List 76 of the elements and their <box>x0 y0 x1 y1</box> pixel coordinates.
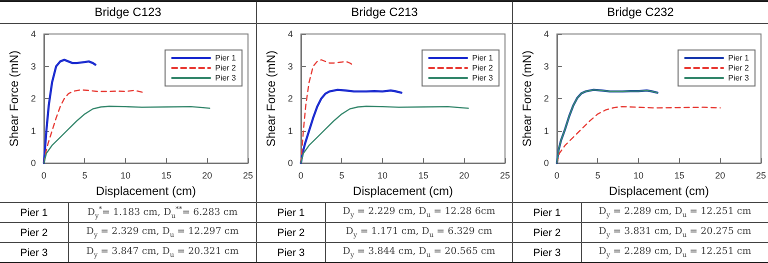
text: D$_{y}$ = 2.229 cm, D$_{u}$ = 12.28 6cm <box>326 202 512 222</box>
chart-title: Bridge C123 <box>0 2 256 24</box>
y-tick-label: 1 <box>30 126 36 136</box>
chart-title: Bridge C213 <box>257 2 512 24</box>
y-tick-label: 0 <box>30 158 36 168</box>
line-series <box>43 106 210 164</box>
text: D$_{y}$ = 3.847 cm, D$_{u}$ = 20.321 cm <box>68 242 256 262</box>
x-tick-label: 25 <box>500 170 510 181</box>
text: D$_{y}$ = 2.289 cm, D$_{u}$ = 12.251 cm <box>582 202 768 222</box>
x-axis-title: Displacement (cm) <box>96 184 196 198</box>
y-tick-label: 4 <box>30 29 36 39</box>
legend-label: Pier 2 <box>728 64 750 72</box>
legend-label: Pier 1 <box>472 54 494 62</box>
text: D$_{y}$$^{*}$= 1.183 cm, D$_{u}$$^{**}$= 6.283 cm <box>68 202 256 222</box>
y-tick-label: 2 <box>544 94 549 104</box>
text: Pier 3 <box>0 242 68 262</box>
legend-label: Pier 1 <box>728 54 750 62</box>
line-series <box>42 58 96 164</box>
text: D$_{y}$ = 1.171 cm, D$_{u}$ = 6.329 cm <box>326 222 512 242</box>
x-tick-label: 10 <box>120 170 131 181</box>
text: D$_{y}$ = 2.289 cm, D$_{u}$ = 12.251 cm <box>582 242 768 262</box>
legend-label: Pier 3 <box>728 74 750 82</box>
text: Pier 1 <box>513 202 582 222</box>
line-series <box>300 106 469 164</box>
x-tick-label: 5 <box>82 170 88 181</box>
y-tick-label: 3 <box>30 61 36 72</box>
x-tick-label: 20 <box>202 170 212 181</box>
x-tick-label: 5 <box>595 170 600 181</box>
text: Pier 1 <box>0 202 68 222</box>
line-series <box>300 88 402 164</box>
y-tick-label: 0 <box>544 158 549 168</box>
y-tick-label: 1 <box>288 126 293 136</box>
line-series <box>300 59 353 164</box>
legend-label: Pier 3 <box>472 74 494 82</box>
y-tick-label: 1 <box>544 126 549 136</box>
y-axis-title: Shear Force (mN) <box>520 50 534 147</box>
x-tick-label: 0 <box>554 170 560 181</box>
text: Pier 2 <box>513 222 582 242</box>
y-tick-label: 2 <box>30 94 36 104</box>
y-tick-label: 3 <box>544 61 549 72</box>
x-tick-label: 20 <box>459 170 470 181</box>
text: D$_{y}$ = 2.329 cm, D$_{u}$ = 12.297 cm <box>68 222 256 242</box>
x-tick-label: 15 <box>161 170 172 181</box>
chart-title: Bridge C232 <box>513 2 768 24</box>
x-axis-title: Displacement (cm) <box>352 184 453 198</box>
x-tick-label: 0 <box>41 170 46 181</box>
x-tick-label: 25 <box>242 170 253 181</box>
x-tick-label: 20 <box>715 170 726 181</box>
text: Pier 3 <box>513 242 582 262</box>
line-series <box>43 89 145 164</box>
y-tick-label: 3 <box>288 61 293 72</box>
text: Pier 2 <box>0 222 68 242</box>
legend-label: Pier 1 <box>215 54 237 62</box>
line-series <box>556 106 721 164</box>
text: Pier 3 <box>257 242 326 262</box>
x-axis-title: Displacement (cm) <box>608 184 709 198</box>
x-tick-label: 0 <box>298 170 304 181</box>
x-tick-label: 25 <box>756 170 766 181</box>
y-tick-label: 4 <box>288 29 293 39</box>
x-tick-label: 15 <box>674 170 684 181</box>
y-tick-label: 4 <box>544 29 549 39</box>
text: D$_{y}$ = 3.844 cm, D$_{u}$ = 20.565 cm <box>326 242 512 262</box>
y-tick-label: 2 <box>288 94 293 104</box>
y-axis-title: Shear Force (mN) <box>7 50 21 147</box>
x-tick-label: 5 <box>339 170 344 181</box>
y-tick-label: 0 <box>288 158 293 168</box>
legend-label: Pier 2 <box>215 64 237 72</box>
legend-label: Pier 3 <box>215 74 237 82</box>
text: Pier 2 <box>257 222 326 242</box>
x-tick-label: 10 <box>634 170 644 181</box>
text: D$_{y}$ = 3.831 cm, D$_{u}$ = 20.275 cm <box>582 222 768 242</box>
text: Pier 1 <box>257 202 326 222</box>
x-tick-label: 10 <box>378 170 388 181</box>
x-tick-label: 15 <box>418 170 428 181</box>
y-axis-title: Shear Force (mN) <box>264 50 278 147</box>
legend-label: Pier 2 <box>472 64 494 72</box>
